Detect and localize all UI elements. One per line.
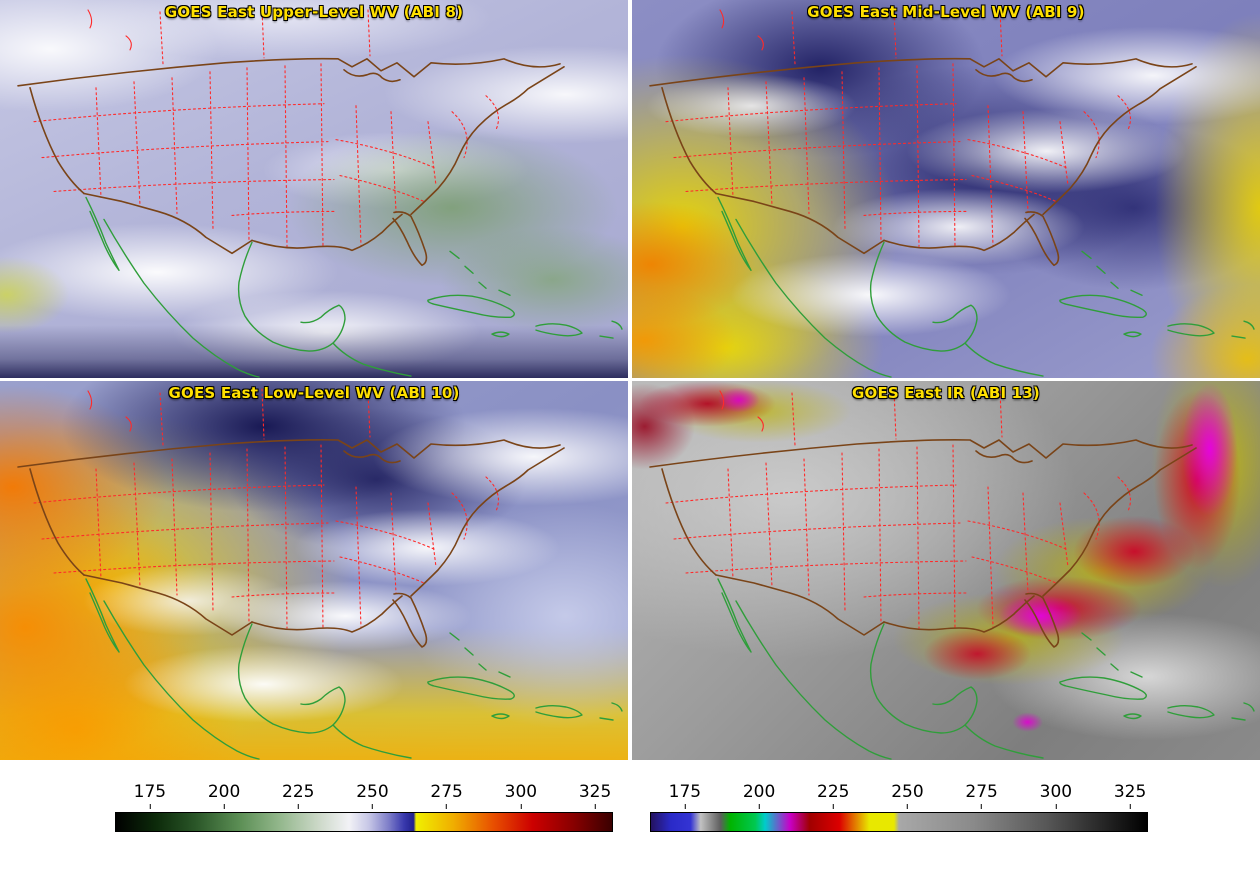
tick-label: 275: [430, 782, 462, 809]
panel-title-abi13: GOES East IR (ABI 13): [851, 384, 1040, 402]
tick-label: 175: [134, 782, 166, 809]
colorbar-wv: 175 200 225 250 275 300 325: [115, 780, 613, 836]
tick-label: 225: [817, 782, 849, 809]
colorbar-ir-ticks: 175 200 225 250 275 300 325: [650, 780, 1148, 810]
tick-label: 175: [669, 782, 701, 809]
map-overlay-abi8: [17, 7, 623, 378]
tick-label: 300: [505, 782, 537, 809]
colorbar-wv-ticks: 175 200 225 250 275 300 325: [115, 780, 613, 810]
colorbar-ir: 175 200 225 250 275 300 325: [650, 780, 1148, 836]
panel-ir: GOES East IR (ABI 13): [632, 381, 1260, 760]
tick-label: 250: [356, 782, 388, 809]
tick-label: 275: [965, 782, 997, 809]
tick-label: 200: [743, 782, 775, 809]
panel-low-level-wv: GOES East Low-Level WV (ABI 10): [0, 381, 628, 760]
panel-title-abi10: GOES East Low-Level WV (ABI 10): [168, 384, 460, 402]
tick-label: 250: [891, 782, 923, 809]
map-overlay-abi9: [649, 7, 1255, 378]
tick-label: 325: [579, 782, 611, 809]
tick-label: 325: [1114, 782, 1146, 809]
tick-label: 225: [282, 782, 314, 809]
panel-upper-level-wv: GOES East Upper-Level WV (ABI 8): [0, 0, 628, 378]
satellite-panel-grid: GOES East Upper-Level WV (ABI 8) GOES Ea…: [0, 0, 1260, 760]
tick-label: 200: [208, 782, 240, 809]
colorbar-ir-gradient: [650, 812, 1148, 832]
panel-title-abi8: GOES East Upper-Level WV (ABI 8): [164, 3, 464, 21]
colorbar-wv-gradient: [115, 812, 613, 832]
tick-label: 300: [1040, 782, 1072, 809]
panel-title-abi9: GOES East Mid-Level WV (ABI 9): [807, 3, 1085, 21]
footer-strip: 175 200 225 250 275 300 325 175 200 225 …: [0, 760, 1260, 881]
panel-mid-level-wv: GOES East Mid-Level WV (ABI 9): [632, 0, 1260, 378]
map-overlay-abi10: [17, 388, 623, 760]
map-overlay-abi13: [649, 388, 1255, 760]
